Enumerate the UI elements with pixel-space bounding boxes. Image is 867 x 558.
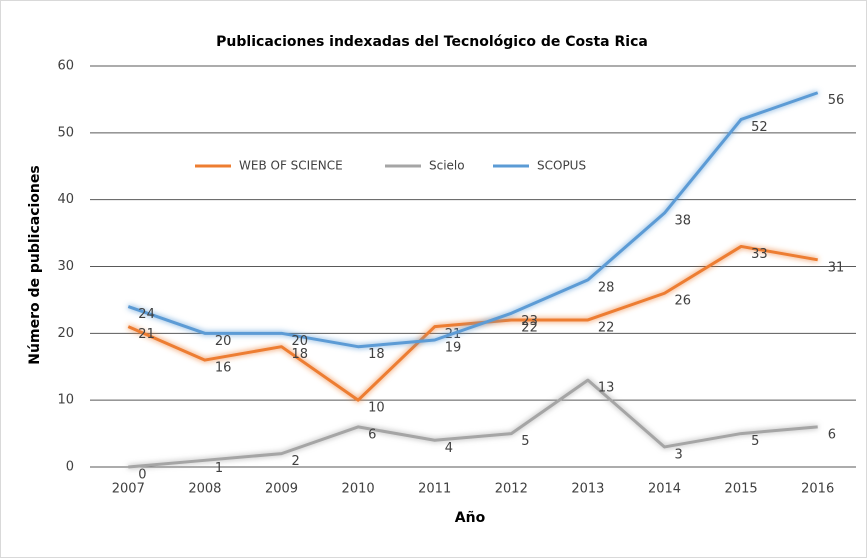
data-label: 22: [521, 320, 538, 335]
data-label: 21: [138, 327, 155, 342]
data-label: 1: [215, 461, 223, 476]
legend-label: SCOPUS: [537, 159, 586, 173]
data-label: 3: [675, 447, 683, 462]
data-label: 4: [445, 441, 453, 456]
data-label: 28: [598, 280, 615, 295]
data-label: 33: [751, 247, 768, 262]
data-label: 5: [751, 434, 759, 449]
x-tick-label: 2008: [188, 482, 221, 497]
data-label: 38: [675, 214, 692, 229]
y-tick-label: 30: [57, 259, 74, 274]
data-label: 20: [292, 334, 309, 349]
legend-label: WEB OF SCIENCE: [239, 159, 343, 173]
data-label: 6: [368, 427, 376, 442]
x-tick-label: 2009: [265, 482, 298, 497]
y-tick-label: 10: [57, 393, 74, 408]
data-label: 10: [368, 401, 385, 416]
series-line: [127, 244, 818, 402]
x-tick-label: 2012: [495, 482, 528, 497]
y-axis-title: Número de publicaciones: [27, 165, 43, 364]
data-label: 22: [598, 320, 615, 335]
x-tick-label: 2016: [801, 482, 834, 497]
y-tick-label: 50: [57, 125, 74, 140]
y-tick-label: 60: [57, 59, 74, 74]
x-tick-label: 2011: [418, 482, 451, 497]
data-label: 52: [751, 120, 768, 135]
x-tick-label: 2010: [342, 482, 375, 497]
x-tick-label: 2013: [571, 482, 604, 497]
chart-title: Publicaciones indexadas del Tecnológico …: [216, 34, 648, 50]
series-line: [128, 378, 818, 469]
data-label: 2: [292, 454, 300, 469]
x-tick-label: 2015: [725, 482, 758, 497]
x-axis-title: Año: [455, 510, 486, 526]
data-label: 56: [828, 93, 845, 108]
data-label: 0: [138, 468, 146, 483]
data-label: 16: [215, 361, 232, 376]
legend-label: Scielo: [429, 159, 465, 173]
x-tick-label: 2014: [648, 482, 681, 497]
y-tick-label: 20: [57, 326, 74, 341]
data-label: 13: [598, 381, 615, 396]
y-tick-label: 0: [66, 460, 74, 475]
series-line: [127, 91, 819, 349]
data-label: 18: [368, 347, 385, 362]
data-label: 26: [675, 294, 692, 309]
data-label: 20: [215, 334, 232, 349]
data-label: 23: [521, 314, 538, 329]
data-label: 24: [138, 307, 155, 322]
data-label: 6: [828, 427, 836, 442]
data-label: 19: [445, 341, 462, 356]
data-label: 18: [292, 347, 309, 362]
data-label: 31: [828, 260, 845, 275]
y-tick-label: 40: [57, 192, 74, 207]
x-tick-label: 2007: [112, 482, 145, 497]
data-label: 5: [521, 434, 529, 449]
